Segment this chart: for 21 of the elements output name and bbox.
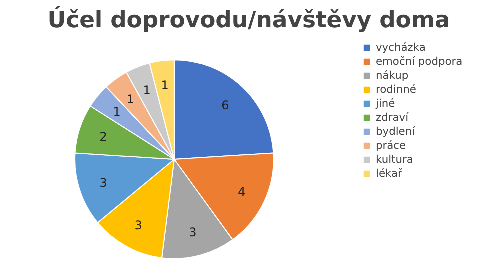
data-label: 1 <box>126 92 134 106</box>
data-label: 4 <box>238 184 246 199</box>
chart-title: Účel doprovodu/návštěvy doma <box>48 6 450 34</box>
data-label: 1 <box>143 83 151 98</box>
legend-label: vycházka <box>376 41 426 54</box>
legend-label: bydlení <box>376 125 416 138</box>
data-label: 1 <box>113 105 121 120</box>
data-label: 3 <box>100 176 108 190</box>
legend-label: zdraví <box>376 111 409 124</box>
data-label: 2 <box>100 130 108 144</box>
legend-label: kultura <box>376 153 414 166</box>
legend-label: lékař <box>376 167 402 180</box>
legend-label: práce <box>376 139 406 152</box>
legend-label: emoční podpora <box>376 55 463 68</box>
legend-label: rodinné <box>376 83 416 96</box>
data-label: 3 <box>189 226 197 240</box>
data-label: 3 <box>134 218 142 233</box>
legend-label: nákup <box>376 69 409 82</box>
data-label: 6 <box>222 98 230 112</box>
legend-label: jiné <box>376 97 396 110</box>
data-label: 1 <box>161 78 169 93</box>
